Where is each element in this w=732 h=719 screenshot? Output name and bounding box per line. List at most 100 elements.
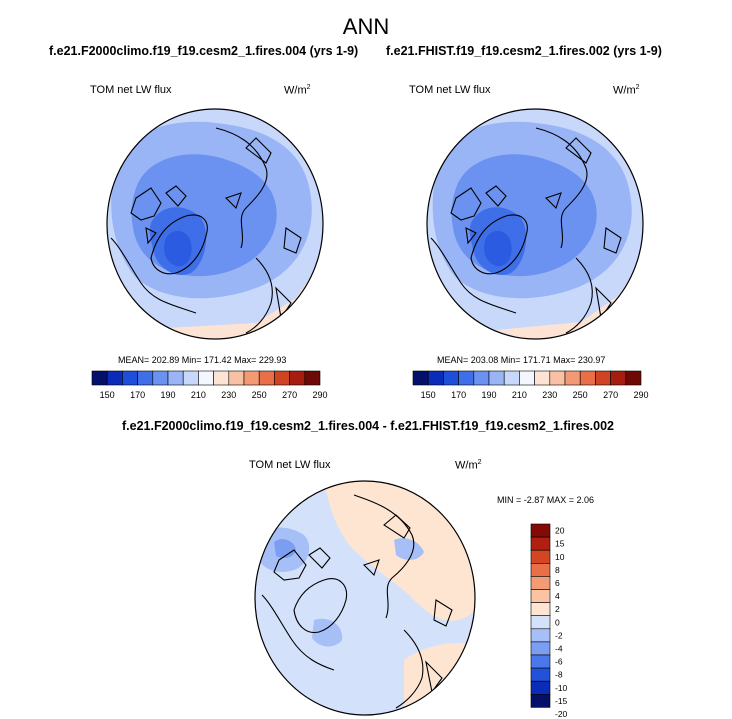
colorbar-tick-label: 8 xyxy=(555,565,560,575)
colorbar-box xyxy=(610,370,627,386)
diff-units: W/m2 xyxy=(455,459,482,472)
colorbar-box xyxy=(503,370,520,386)
colorbar-box xyxy=(530,667,551,682)
colorbar-box xyxy=(274,370,290,386)
colorbar-box xyxy=(530,654,551,669)
colorbar-tick-label: 4 xyxy=(555,591,560,601)
panel-2-coastlines xyxy=(430,127,622,334)
colorbar-box xyxy=(549,370,566,386)
colorbar-tick-label: -10 xyxy=(555,683,568,693)
panel-1-units-exp: 2 xyxy=(306,84,311,91)
colorbar-box xyxy=(137,370,154,386)
colorbar-box xyxy=(579,370,596,386)
colorbar-box xyxy=(152,370,169,386)
colorbar-box xyxy=(304,370,321,386)
colorbar-box xyxy=(530,641,551,656)
colorbar-box xyxy=(530,589,551,603)
colorbar-box xyxy=(182,370,199,386)
panel-2-field xyxy=(427,109,643,339)
diff-stats: MIN = -2.87 MAX = 2.06 xyxy=(497,495,595,505)
colorbar-box xyxy=(625,370,642,386)
colorbar-tick-label: 2 xyxy=(555,604,560,614)
panel-1-map xyxy=(106,108,324,340)
diff-band-neg-south xyxy=(312,618,343,647)
colorbar-box xyxy=(243,370,260,386)
colorbar-tick-label: -4 xyxy=(555,643,563,653)
colorbar-tick-label: 150 xyxy=(421,390,436,400)
colorbar-box xyxy=(167,370,184,386)
colorbar-box xyxy=(427,370,444,386)
colorbar-tick-label: 15 xyxy=(555,539,565,549)
panel-2-case-title: f.e21.FHIST.f19_f19.cesm2_1.fires.002 (y… xyxy=(386,44,662,58)
diff-coastlines xyxy=(261,494,453,709)
colorbar-tick-label: 290 xyxy=(312,390,327,400)
colorbar-box xyxy=(530,680,551,695)
colorbar-tick-label: 170 xyxy=(130,390,145,400)
diff-band-pos-south xyxy=(404,643,475,715)
panel-2-stats: MEAN= 203.08 Min= 171.71 Max= 230.97 xyxy=(437,355,606,365)
colorbar-tick-label: 210 xyxy=(512,390,527,400)
panel-1-stats: MEAN= 202.89 Min= 171.42 Max= 229.93 xyxy=(118,355,287,365)
colorbar-box xyxy=(228,370,245,386)
colorbar-box xyxy=(530,602,551,616)
colorbar-tick-label: 10 xyxy=(555,552,565,562)
colorbar-tick-label: -8 xyxy=(555,670,563,680)
panel-1-case-title: f.e21.F2000climo.f19_f19.cesm2_1.fires.0… xyxy=(49,44,359,58)
panel-2-units-exp: 2 xyxy=(635,84,640,91)
colorbar-box xyxy=(122,370,138,386)
colorbar-box xyxy=(106,370,123,386)
diff-title: f.e21.F2000climo.f19_f19.cesm2_1.fires.0… xyxy=(122,419,614,433)
panel-1-coastlines xyxy=(110,127,302,334)
colorbar-tick-label: 290 xyxy=(633,390,648,400)
colorbar-tick-label: 230 xyxy=(542,390,557,400)
colorbar-box xyxy=(534,370,551,386)
colorbar-tick-label: 20 xyxy=(555,526,565,536)
colorbar-box xyxy=(530,536,551,551)
colorbar-box xyxy=(91,370,108,386)
diff-field xyxy=(255,481,475,715)
colorbar-tick-label: -2 xyxy=(555,630,563,640)
panel-2-units-base: W/m xyxy=(613,84,636,97)
panel-1-field xyxy=(107,109,323,339)
colorbar-tick-label: 210 xyxy=(191,390,206,400)
colorbar-box xyxy=(488,370,505,386)
colorbar-tick-label: 250 xyxy=(252,390,267,400)
colorbar-tick-label: 6 xyxy=(555,578,560,588)
diff-variable-label: TOM net LW flux xyxy=(249,459,331,471)
colorbar-tick-label: 0 xyxy=(555,617,560,627)
colorbar-tick-label: -20 xyxy=(555,709,568,719)
panel-1-map-boundary xyxy=(106,108,324,340)
panel-2-map-boundary xyxy=(426,108,644,340)
diff-map xyxy=(254,480,476,716)
panel-2-map xyxy=(426,108,644,340)
colorbar-box xyxy=(530,549,551,564)
field-band-core xyxy=(484,230,512,267)
colorbar-tick-label: 250 xyxy=(573,390,588,400)
colorbar-box xyxy=(519,370,535,386)
colorbar-tick-label: 190 xyxy=(160,390,175,400)
colorbar-box xyxy=(564,370,581,386)
panel-1-units: W/m2 xyxy=(284,84,311,97)
colorbar-box xyxy=(458,370,475,386)
panel-1-units-base: W/m xyxy=(284,84,307,97)
colorbar-tick-label: 190 xyxy=(481,390,496,400)
panel-2-colorbar: 150 170 190 210 230 250 270 290 xyxy=(412,370,649,400)
colorbar-tick-label: 230 xyxy=(221,390,236,400)
colorbar-box xyxy=(595,370,611,386)
colorbar-box xyxy=(530,615,551,630)
colorbar-box xyxy=(530,523,551,538)
colorbar-box xyxy=(473,370,490,386)
field-band-core xyxy=(164,230,192,267)
diff-band-neg-core xyxy=(274,539,296,558)
panel-2-units: W/m2 xyxy=(613,84,640,97)
panel-1-colorbar: 150 170 190 210 230 250 270 290 xyxy=(91,370,328,400)
colorbar-box xyxy=(443,370,459,386)
diff-map-boundary xyxy=(254,480,476,716)
colorbar-box xyxy=(198,370,214,386)
colorbar-tick-label: 170 xyxy=(451,390,466,400)
diff-units-base: W/m xyxy=(455,459,478,472)
diff-band-neg-east xyxy=(394,538,424,560)
panel-2-variable-label: TOM net LW flux xyxy=(409,84,491,96)
colorbar-tick-label: 270 xyxy=(603,390,618,400)
